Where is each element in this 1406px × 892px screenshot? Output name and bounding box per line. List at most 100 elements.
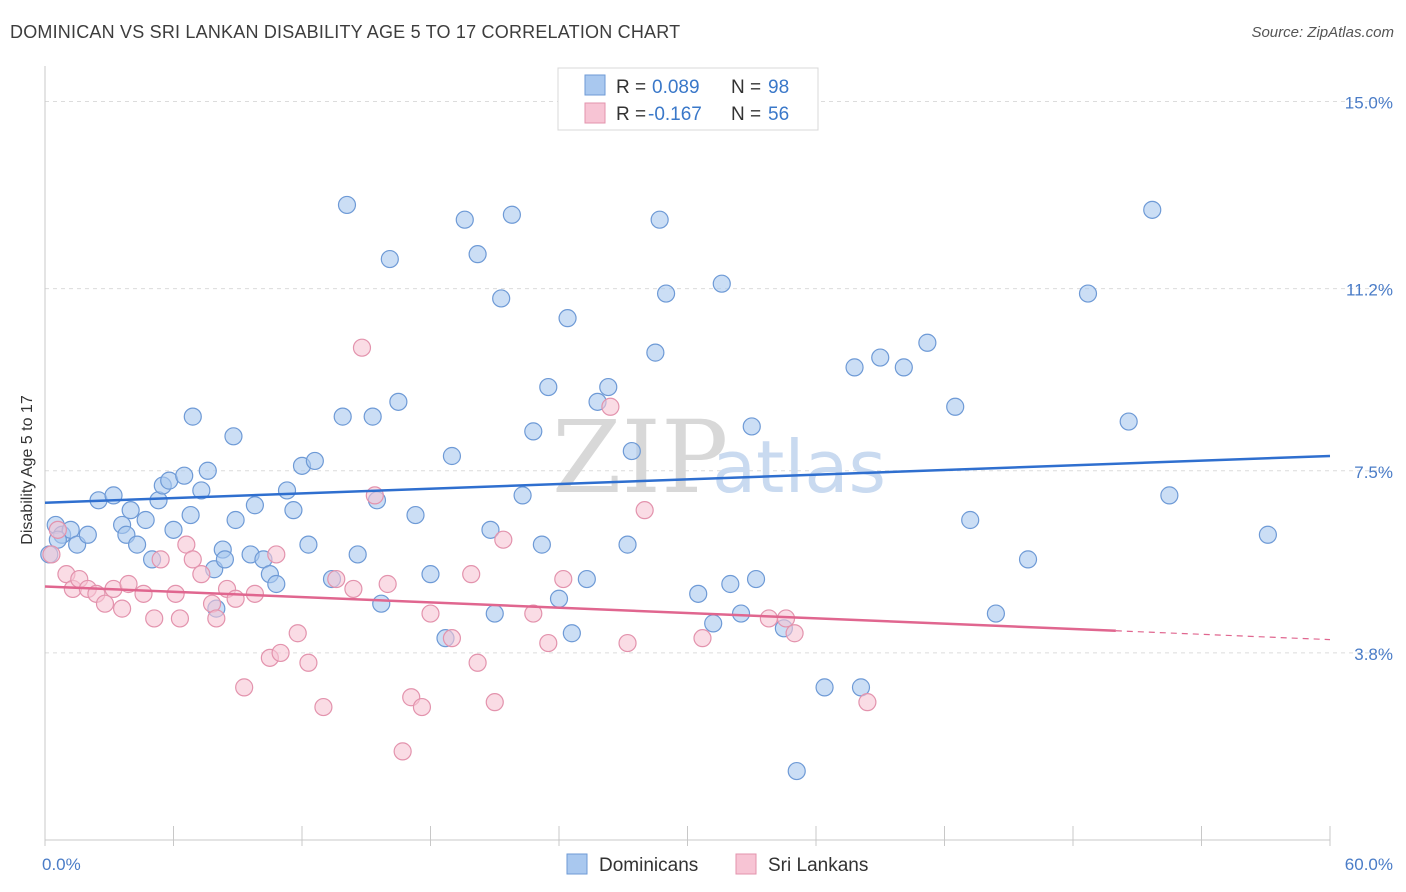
x-tick-label-min: 0.0% bbox=[42, 855, 81, 874]
point-dominicans-89 bbox=[961, 510, 980, 530]
y-tick-label-3: 3.8% bbox=[1354, 645, 1393, 664]
point-dominicans-51 bbox=[442, 446, 462, 466]
point-sri-lankans-45 bbox=[524, 604, 543, 623]
point-dominicans-56 bbox=[492, 289, 511, 308]
point-dominicans-86 bbox=[894, 358, 913, 377]
point-sri-lankans-48 bbox=[601, 397, 620, 416]
point-sri-lankans-30 bbox=[314, 697, 333, 717]
point-sri-lankans-44 bbox=[494, 530, 513, 549]
bottom-legend-label-sri-lankans: Sri Lankans bbox=[768, 855, 868, 876]
point-dominicans-92 bbox=[1078, 284, 1098, 303]
point-dominicans-21 bbox=[192, 481, 211, 500]
point-dominicans-22 bbox=[198, 461, 217, 480]
trend-line-extension-sri-lankans bbox=[1115, 630, 1331, 641]
point-dominicans-47 bbox=[389, 392, 408, 411]
point-sri-lankans-11 bbox=[134, 584, 153, 603]
point-dominicans-90 bbox=[986, 604, 1006, 623]
point-sri-lankans-42 bbox=[468, 653, 487, 672]
point-dominicans-38 bbox=[305, 451, 324, 471]
point-dominicans-96 bbox=[1258, 525, 1277, 544]
bottom-legend-label-dominicans: Dominicans bbox=[599, 855, 698, 876]
point-dominicans-65 bbox=[577, 569, 596, 589]
legend-n-value-dominicans: 98 bbox=[768, 77, 789, 98]
point-dominicans-12 bbox=[136, 510, 155, 530]
point-dominicans-37 bbox=[299, 535, 318, 554]
point-dominicans-62 bbox=[549, 589, 569, 608]
point-dominicans-34 bbox=[277, 481, 297, 500]
point-dominicans-71 bbox=[650, 210, 669, 229]
point-dominicans-73 bbox=[689, 584, 708, 603]
point-sri-lankans-38 bbox=[412, 697, 432, 717]
point-sri-lankans-13 bbox=[151, 550, 170, 569]
legend-top: R = 0.089 N = 98 R = -0.167 N = 56 bbox=[557, 67, 819, 131]
point-dominicans-26 bbox=[215, 550, 234, 569]
point-sri-lankans-50 bbox=[635, 501, 654, 520]
point-dominicans-30 bbox=[245, 496, 264, 515]
point-dominicans-69 bbox=[622, 441, 641, 461]
point-sri-lankans-33 bbox=[352, 338, 372, 357]
point-dominicans-52 bbox=[455, 210, 474, 229]
y-tick-label-2: 7.5% bbox=[1354, 463, 1393, 482]
point-dominicans-85 bbox=[871, 348, 890, 367]
point-dominicans-40 bbox=[333, 407, 352, 426]
point-sri-lankans-43 bbox=[485, 693, 504, 712]
point-sri-lankans-7 bbox=[95, 594, 115, 613]
y-tick-label-1: 11.2% bbox=[1346, 281, 1393, 300]
series-dominicans-points bbox=[40, 195, 1277, 781]
point-sri-lankans-32 bbox=[344, 579, 363, 599]
point-dominicans-55 bbox=[485, 604, 504, 623]
y-tick-label-0: 15.0% bbox=[1345, 94, 1393, 113]
point-sri-lankans-23 bbox=[235, 678, 254, 697]
point-dominicans-82 bbox=[815, 678, 834, 697]
point-sri-lankans-14 bbox=[166, 584, 185, 603]
chart-title: DOMINICAN VS SRI LANKAN DISABILITY AGE 5… bbox=[10, 22, 681, 42]
point-dominicans-68 bbox=[618, 535, 637, 554]
point-dominicans-83 bbox=[845, 358, 864, 377]
point-sri-lankans-29 bbox=[299, 653, 318, 672]
point-dominicans-78 bbox=[742, 417, 761, 436]
point-dominicans-81 bbox=[787, 761, 806, 781]
bottom-legend-swatch-sri-lankans bbox=[735, 853, 757, 875]
x-tick-label-max: 60.0% bbox=[1345, 855, 1393, 874]
legend-swatch-dominicans bbox=[584, 74, 606, 96]
trend-line-sri-lankans bbox=[44, 585, 1116, 633]
point-dominicans-49 bbox=[421, 565, 440, 584]
point-sri-lankans-22 bbox=[226, 589, 245, 608]
point-dominicans-57 bbox=[502, 205, 521, 224]
point-dominicans-58 bbox=[513, 486, 532, 505]
point-dominicans-87 bbox=[918, 333, 937, 352]
point-dominicans-10 bbox=[121, 501, 140, 520]
source-label: Source: ZipAtlas.com bbox=[1251, 24, 1394, 41]
point-dominicans-61 bbox=[539, 377, 558, 397]
point-dominicans-94 bbox=[1143, 200, 1162, 219]
point-dominicans-17 bbox=[164, 520, 183, 539]
point-sri-lankans-36 bbox=[393, 742, 412, 761]
point-sri-lankans-52 bbox=[759, 609, 778, 628]
point-dominicans-88 bbox=[946, 397, 965, 416]
point-dominicans-95 bbox=[1160, 486, 1179, 505]
point-dominicans-20 bbox=[183, 407, 202, 426]
point-sri-lankans-35 bbox=[378, 574, 397, 594]
point-sri-lankans-18 bbox=[192, 565, 211, 584]
y-tick-labels: 15.0% 11.2% 7.5% 3.8% bbox=[1345, 94, 1393, 664]
point-dominicans-11 bbox=[127, 535, 147, 554]
point-dominicans-18 bbox=[175, 466, 194, 485]
legend-r-value-sri-lankans: -0.167 bbox=[648, 104, 702, 125]
point-sri-lankans-39 bbox=[421, 604, 440, 623]
legend-r-value-dominicans: 0.089 bbox=[652, 77, 700, 98]
point-dominicans-76 bbox=[721, 574, 740, 594]
legend-n-label-dominicans: N = bbox=[731, 77, 761, 98]
legend-r-label-dominicans: R = bbox=[616, 77, 646, 98]
point-dominicans-35 bbox=[284, 501, 303, 520]
point-dominicans-46 bbox=[380, 249, 399, 269]
point-sri-lankans-9 bbox=[112, 599, 132, 618]
point-dominicans-59 bbox=[524, 422, 543, 441]
watermark: ZIP atlas bbox=[552, 399, 886, 516]
point-dominicans-19 bbox=[181, 505, 200, 525]
point-sri-lankans-31 bbox=[327, 569, 346, 589]
watermark-zip: ZIP bbox=[552, 399, 728, 516]
point-dominicans-77 bbox=[731, 604, 751, 623]
point-sri-lankans-1 bbox=[48, 520, 67, 539]
point-dominicans-64 bbox=[562, 624, 581, 643]
